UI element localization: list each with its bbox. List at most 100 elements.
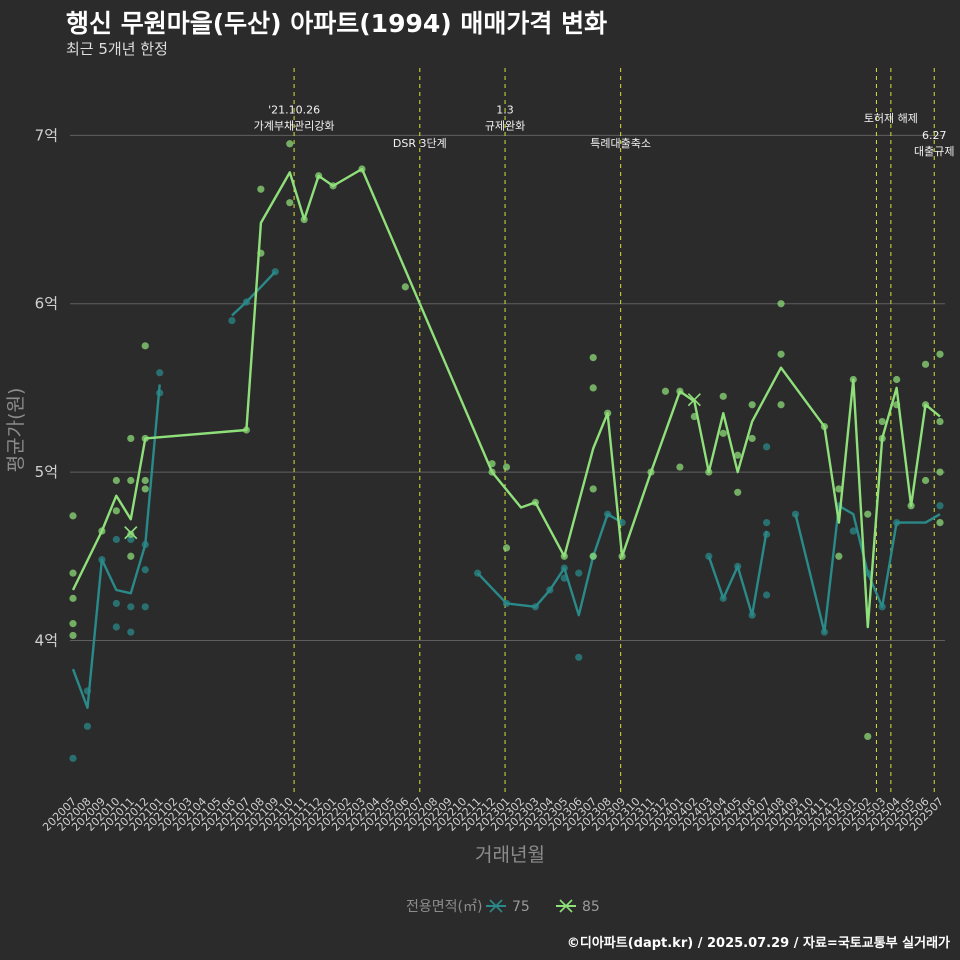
data-point <box>777 401 785 409</box>
data-point <box>127 476 135 485</box>
series-75 <box>69 268 944 762</box>
legend-cross-85 <box>559 899 573 913</box>
data-point <box>921 360 930 368</box>
data-point <box>228 316 236 325</box>
y-tick-label: 6억 <box>35 295 58 313</box>
data-point <box>69 594 77 602</box>
data-point <box>864 510 872 518</box>
series-line <box>476 513 623 617</box>
data-point <box>575 653 583 661</box>
data-point <box>921 476 930 485</box>
data-point <box>127 535 135 544</box>
data-point <box>112 535 120 544</box>
event-label: 6.27 <box>922 129 947 142</box>
data-point <box>936 468 944 476</box>
data-point <box>763 519 771 527</box>
series-line <box>71 384 161 709</box>
source-caption: ©디아파트(dapt.kr) / 2025.07.29 / 자료=국토교통부 실… <box>566 936 950 951</box>
legend-label-75: 75 <box>512 899 530 915</box>
chart-subtitle: 최근 5개년 한정 <box>66 40 168 58</box>
data-point <box>575 569 583 577</box>
data-point <box>127 628 135 636</box>
chart-title: 행신 무원마을(두산) 아파트(1994) 매매가격 변화 <box>66 9 608 38</box>
cross-marker <box>124 526 138 540</box>
data-point <box>589 384 597 392</box>
y-tick-labels: 4억 5억 6억 7억 <box>35 126 58 649</box>
series-line <box>794 504 941 634</box>
series-line <box>707 530 768 617</box>
data-point <box>112 507 120 515</box>
event-label: 특례대출축소 <box>590 137 651 150</box>
data-point <box>127 552 135 560</box>
data-point <box>849 527 857 535</box>
event-label: 대출규제 <box>914 145 954 158</box>
data-point <box>127 434 135 443</box>
legend-title: 전용면적(㎡) <box>406 899 482 915</box>
data-point <box>502 463 511 471</box>
event-label: 1.3 <box>496 104 514 117</box>
data-point <box>502 544 511 552</box>
data-point <box>589 552 597 560</box>
plot-area <box>69 140 944 762</box>
event-label: 규제완화 <box>485 120 525 133</box>
data-point <box>141 485 149 493</box>
data-point <box>257 185 265 193</box>
data-point <box>156 369 164 377</box>
data-point <box>127 530 135 538</box>
data-point <box>763 591 771 599</box>
data-point <box>112 623 120 631</box>
data-point <box>69 512 77 520</box>
event-label: DSR 3단계 <box>393 137 447 150</box>
data-point <box>763 443 771 451</box>
data-point <box>893 375 901 384</box>
data-point <box>286 199 294 207</box>
data-point <box>777 350 785 358</box>
data-point <box>835 552 843 560</box>
data-point <box>401 283 409 291</box>
data-point <box>835 485 843 493</box>
data-point <box>83 722 92 730</box>
legend-cross-75 <box>489 899 503 913</box>
legend: 전용면적(㎡) 75 85 <box>406 899 600 915</box>
data-point <box>112 599 120 608</box>
data-point <box>734 451 742 459</box>
data-point <box>878 417 886 426</box>
data-point <box>69 620 77 628</box>
data-point <box>589 485 597 493</box>
data-point <box>936 519 944 527</box>
event-label: '21.10.26 <box>268 104 320 117</box>
data-point <box>141 603 149 611</box>
data-point <box>864 732 872 741</box>
data-point <box>676 463 684 471</box>
event-label: 토허제 해제 <box>864 111 918 125</box>
y-axis-title: 평균가(원) <box>5 388 27 473</box>
data-point <box>141 476 149 485</box>
data-point <box>661 387 670 395</box>
series-85 <box>69 140 944 741</box>
cross-marker <box>687 393 701 407</box>
legend-label-85: 85 <box>582 899 600 915</box>
data-point <box>748 434 756 443</box>
data-point <box>112 476 120 485</box>
x-tick-labels: 2020072020082020092020102020112020122021… <box>40 795 946 834</box>
data-point <box>791 510 800 518</box>
data-point <box>936 350 944 358</box>
x-axis-title: 거래년월 <box>475 844 545 866</box>
data-point <box>141 566 149 574</box>
series-line <box>71 167 941 629</box>
data-point <box>719 429 727 437</box>
data-point <box>719 392 727 400</box>
y-tick-label: 5억 <box>35 463 58 481</box>
data-point <box>589 354 597 362</box>
data-point <box>734 488 742 496</box>
y-tick-label: 7억 <box>35 126 58 144</box>
data-point <box>936 502 944 510</box>
data-point <box>777 300 785 308</box>
data-point <box>286 140 294 148</box>
y-tick-label: 4억 <box>35 631 58 649</box>
data-point <box>141 342 149 350</box>
grid-lines <box>70 134 945 641</box>
data-point <box>127 603 135 611</box>
